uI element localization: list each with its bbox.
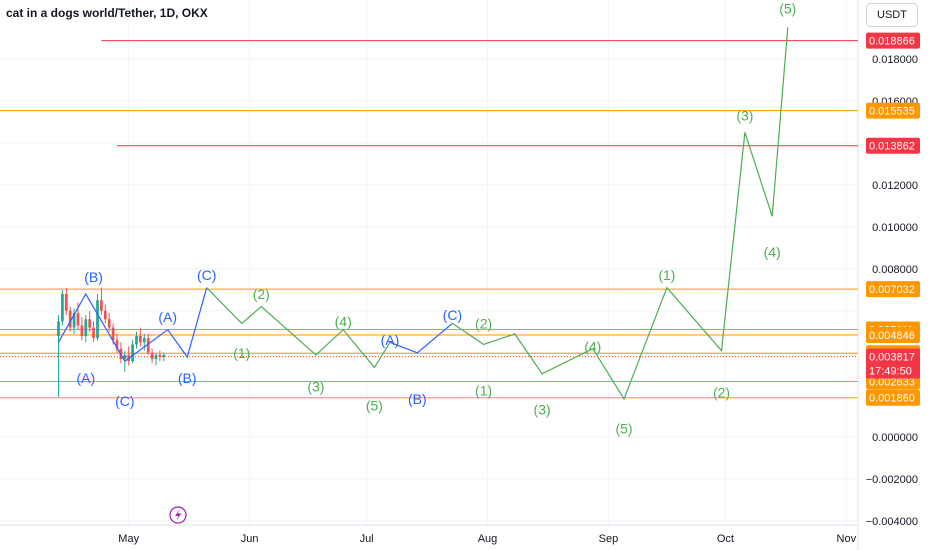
candle-body [61,294,64,322]
candle-body [162,354,166,357]
wave-line [389,322,453,354]
level-tag [866,137,920,154]
candle-body [68,310,72,328]
level-tag [866,102,920,119]
candle-body [158,354,162,357]
x-tick-label: Aug [478,533,498,545]
wave-line [452,27,789,401]
candle-body [64,294,68,311]
level-tag-label: 0.018866 [869,36,915,48]
candle-body [131,344,134,362]
wave-label: (1) [475,383,492,399]
wave-label: (4) [335,313,352,329]
candle-body [57,321,60,336]
candlesticks [57,287,166,397]
wave-line [57,287,208,363]
candle-body [88,319,92,328]
level-tag [866,389,920,406]
elliott-wave-lines [57,27,789,401]
wave-label: (5) [615,420,632,436]
currency-button[interactable]: USDT [866,3,918,27]
wave-label: (2) [253,286,270,302]
y-tick-label: 0.010000 [872,222,918,234]
level-tag [866,32,920,49]
wave-label: (3) [534,402,551,418]
candle-body [76,312,80,326]
level-tag [866,281,920,298]
wave-labels: (B) (A) (C) (A) (B) (C) (2) (1) (3) (4) (5) (A) (B) (… [76,0,796,436]
candle-body [142,338,146,343]
candle-body [84,319,88,336]
wave-label: (B) [408,391,427,407]
wave-label: (A) [381,332,400,348]
lightning-icon[interactable] [169,506,187,524]
candle-body [107,319,111,328]
x-tick-label: Jul [360,533,374,545]
y-tick-label: −0.002000 [866,474,918,486]
level-tag [866,327,920,344]
current-price-label: 0.003817 [869,352,915,364]
y-tick-label: −0.004000 [866,516,918,528]
wave-label: (2) [713,385,730,401]
wave-label: (C) [115,393,134,409]
level-tag-label: 0.001860 [869,393,915,405]
x-tick-label: Nov [837,533,857,545]
level-tag-label: 0.013862 [869,141,915,153]
wave-line [206,287,391,369]
y-tick-label: 0.008000 [872,264,918,276]
wave-label: (B) [178,370,197,386]
candle-body [150,352,154,360]
y-tick-label: 0.000000 [872,432,918,444]
level-tag-label: 0.015535 [869,106,915,118]
price-axis[interactable]: 0.0180000.0160000.0120000.0100000.008000… [866,54,918,528]
wave-label: (1) [658,267,675,283]
horizontal-levels [0,40,858,399]
x-tick-label: Jun [241,533,259,545]
level-tag-label: 0.002633 [869,377,915,389]
current-price-tag [866,348,920,379]
wave-label: (A) [158,309,177,325]
level-tag-label: 0.004846 [869,330,915,342]
wave-label: (4) [584,339,601,355]
candle-body [80,325,84,336]
wave-label: (A) [76,370,95,386]
wave-label: (2) [475,315,492,331]
wave-label: (C) [443,307,462,323]
x-tick-label: Oct [717,533,734,545]
candle-body [103,310,107,320]
countdown-label: 17:49:50 [869,366,912,378]
candle-body [135,336,138,345]
candle-body [72,312,76,328]
candle-body [111,327,115,341]
wave-label: (5) [779,0,796,16]
level-tag-label: 0.007032 [869,284,915,296]
wave-label: (4) [764,244,781,260]
candle-body [92,327,95,339]
chart-title: cat in a dogs world/Tether, 1D, OKX [6,6,208,20]
wave-label: (1) [233,345,250,361]
candle-body [96,300,99,339]
wave-label: (B) [84,269,103,285]
wave-label: (5) [366,397,383,413]
y-tick-label: 0.018000 [872,54,918,66]
price-tags: 0.0188660.0155350.0138620.0070320.005111… [866,32,920,406]
candle-body [115,340,119,349]
x-tick-label: Sep [599,533,619,545]
candle-body [123,354,127,360]
candle-body [146,338,150,353]
grid [0,0,858,525]
x-tick-label: May [118,533,139,545]
candle-body [100,300,103,311]
wave-label: (C) [197,267,216,283]
candle-body [139,336,142,343]
candle-body [154,354,158,360]
wave-label: (3) [736,108,753,124]
y-tick-label: 0.012000 [872,180,918,192]
time-axis[interactable]: May Jun Jul Aug Sep Oct Nov [118,533,856,545]
wave-label: (3) [307,378,324,394]
